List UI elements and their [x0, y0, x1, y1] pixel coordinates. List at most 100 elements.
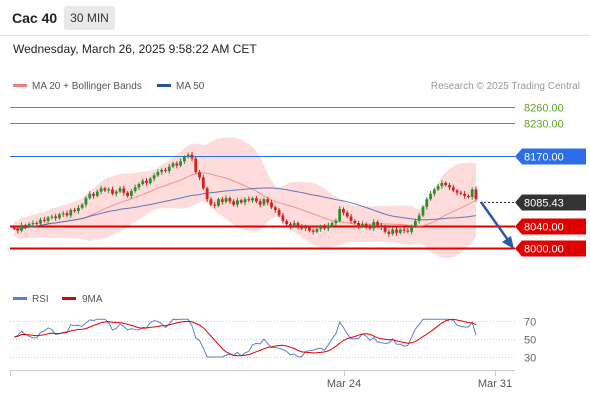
candle-body-66	[262, 199, 266, 205]
forecast-arrow	[479, 201, 514, 249]
candle-body-84	[330, 223, 334, 226]
candle-body-77	[304, 227, 307, 229]
candle-body-88	[345, 212, 349, 217]
legend-ma50: MA 50	[157, 81, 204, 92]
candle-body-21	[92, 193, 95, 196]
candle-body-87	[342, 208, 345, 213]
candle-body-90	[353, 220, 357, 224]
candle-body-89	[349, 216, 353, 221]
candle-body-76	[300, 226, 304, 229]
candle-body-54	[217, 199, 220, 206]
candle-body-103	[402, 229, 406, 231]
level-label-5: 8000.00	[524, 244, 564, 256]
candle-body-119	[463, 193, 467, 196]
candle-body-8	[42, 219, 46, 221]
candle-body-9	[46, 217, 50, 221]
candle-body-31	[129, 191, 133, 196]
candle-body-80	[315, 229, 319, 232]
ma50-label: MA 50	[176, 81, 205, 92]
candlesticks	[12, 152, 478, 237]
ma50-line	[13, 187, 477, 231]
candle-body-85	[334, 220, 338, 224]
candle-body-107	[417, 215, 421, 221]
ma20-label: MA 20 + Bollinger Bands	[32, 81, 142, 92]
candle-body-69	[273, 207, 277, 211]
candle-body-79	[311, 230, 315, 232]
candle-body-64	[254, 198, 258, 202]
candle-body-86	[338, 208, 342, 221]
candle-body-40	[164, 169, 167, 171]
candle-body-97	[379, 225, 383, 228]
candle-body-118	[459, 192, 463, 194]
candle-body-46	[186, 154, 190, 157]
candle-body-0	[12, 226, 16, 229]
candle-body-101	[395, 229, 398, 233]
candle-body-38	[156, 172, 160, 176]
candle-body-42	[171, 163, 175, 167]
moving-averages	[13, 172, 477, 231]
level-label-2: 8170.00	[524, 152, 564, 164]
candle-body-93	[364, 224, 368, 227]
candle-body-44	[179, 161, 183, 166]
candle-body-114	[444, 182, 448, 186]
legend-ma20: MA 20 + Bollinger Bands	[13, 81, 142, 92]
candle-body-51	[205, 188, 209, 200]
candle-body-29	[122, 188, 126, 193]
candle-body-115	[448, 185, 451, 188]
candle-body-35	[145, 180, 148, 183]
candle-body-108	[421, 206, 425, 216]
rsi-legend-label: RSI	[32, 294, 49, 305]
candle-body-96	[376, 221, 379, 226]
ma20-swatch	[13, 83, 27, 87]
candle-body-95	[372, 221, 376, 229]
candle-body-27	[114, 191, 118, 194]
x-axis: Mar 24 Mar 31	[10, 370, 515, 390]
candle-body-6	[35, 223, 39, 225]
candle-body-28	[118, 188, 122, 192]
candle-body-68	[270, 202, 273, 208]
rsi-axis-label-1: 50	[524, 335, 536, 347]
candle-body-30	[126, 192, 130, 196]
level-label-4: 8040.00	[524, 222, 564, 234]
candle-body-47	[190, 154, 194, 159]
candle-body-110	[429, 193, 432, 200]
price-levels	[10, 107, 515, 250]
candle-body-18	[80, 204, 84, 208]
candle-body-65	[258, 201, 262, 205]
candle-body-13	[61, 213, 65, 215]
candle-body-5	[31, 223, 35, 225]
candle-body-71	[281, 215, 285, 221]
candle-body-104	[406, 230, 410, 232]
candle-body-20	[88, 193, 92, 199]
candle-body-50	[201, 177, 205, 189]
candle-body-19	[84, 198, 88, 205]
timeframe-button[interactable]: 30 MIN	[64, 6, 115, 30]
candle-body-12	[58, 214, 61, 219]
candle-body-32	[133, 187, 137, 192]
candle-body-61	[243, 199, 247, 203]
candle-body-41	[167, 166, 171, 171]
ma20-line	[13, 172, 477, 231]
candle-body-112	[436, 186, 440, 190]
candle-body-120	[467, 195, 470, 198]
candle-body-55	[220, 199, 224, 202]
candle-body-63	[251, 198, 254, 201]
candle-body-111	[432, 189, 436, 194]
x-tick-label-0: Mar 24	[327, 378, 361, 390]
candle-body-83	[326, 225, 330, 229]
rsi-axis-label-2: 30	[524, 353, 536, 365]
candle-body-102	[398, 229, 402, 233]
candle-body-73	[289, 224, 292, 227]
candle-body-72	[285, 220, 289, 225]
candle-body-62	[247, 199, 251, 201]
rsi-panel: RSI 9MA 70 50 30	[10, 294, 536, 365]
candle-body-100	[391, 229, 395, 234]
candle-body-4	[27, 224, 31, 227]
level-label-1: 8230.00	[524, 119, 564, 131]
candle-body-52	[209, 199, 213, 205]
chart-header: Cac 40 30 MIN	[0, 0, 590, 36]
candle-body-99	[387, 231, 391, 234]
candle-body-70	[277, 210, 281, 216]
candle-body-78	[307, 227, 311, 231]
